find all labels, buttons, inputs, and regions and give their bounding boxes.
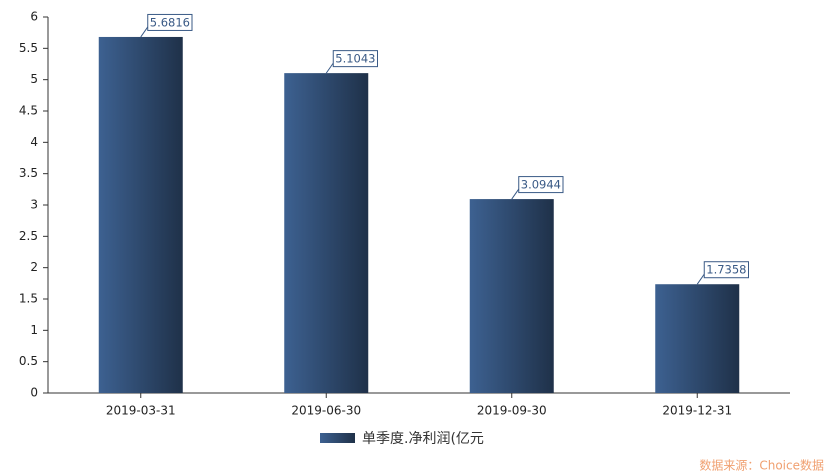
value-label-box: [703, 261, 749, 279]
y-tick-label: 3.5: [19, 166, 38, 180]
y-tick-label: 0: [30, 386, 38, 400]
value-label: 1.7358: [706, 263, 746, 277]
label-leader: [696, 273, 705, 285]
bar: [655, 284, 740, 393]
y-tick-label: 4: [30, 135, 38, 149]
y-tick-label: 3: [30, 198, 38, 212]
bar: [469, 199, 554, 393]
legend-label: 单季度.净利润(亿元: [362, 431, 484, 447]
x-tick-label: 2019-06-30: [291, 404, 361, 418]
value-label: 3.0944: [521, 178, 561, 192]
y-tick-label: 4.5: [19, 104, 38, 118]
value-label: 5.6816: [150, 15, 190, 29]
y-tick-label: 1.5: [19, 292, 38, 306]
x-tick-label: 2019-12-31: [662, 404, 732, 418]
label-leader: [325, 62, 334, 74]
bar: [98, 36, 183, 394]
value-label-box: [518, 176, 564, 194]
x-tick-label: 2019-09-30: [477, 404, 547, 418]
value-label: 5.1043: [335, 52, 375, 66]
y-tick-label: 6: [30, 10, 38, 24]
source-note: 数据来源：Choice数据: [699, 458, 824, 473]
legend-swatch: [320, 433, 355, 443]
value-label-box: [332, 50, 378, 68]
y-tick-label: 1: [30, 323, 38, 337]
value-label-box: [147, 13, 193, 31]
bar: [284, 73, 369, 394]
label-leader: [140, 26, 149, 38]
label-leader: [511, 188, 520, 200]
y-tick-label: 2: [30, 260, 38, 274]
y-tick-label: 2.5: [19, 229, 38, 243]
y-tick-label: 5: [30, 72, 38, 86]
y-tick-label: 0.5: [19, 354, 38, 368]
x-tick-label: 2019-03-31: [106, 404, 176, 418]
y-tick-label: 5.5: [19, 41, 38, 55]
